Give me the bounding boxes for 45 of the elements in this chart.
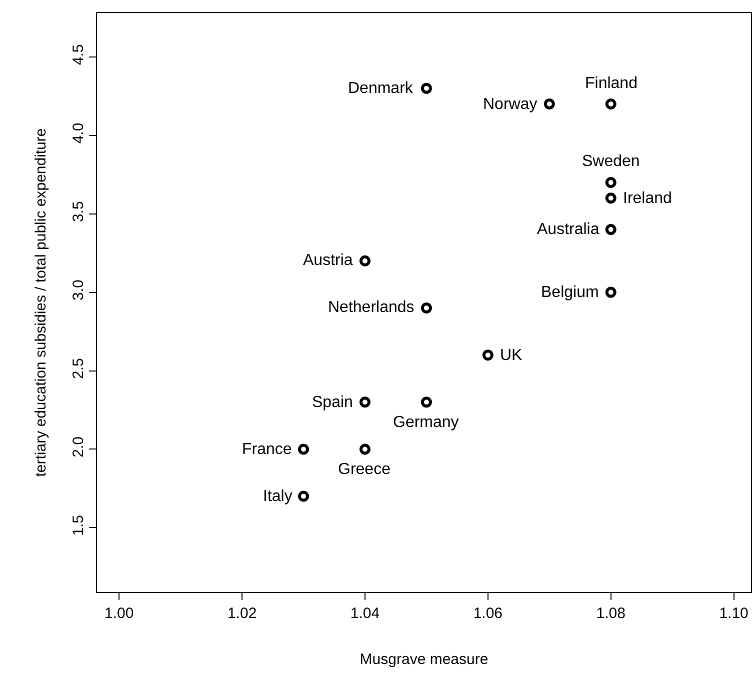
annotation: Greece: [338, 461, 391, 478]
y-tick-label: 3.0: [70, 280, 87, 300]
x-tick-label: 1.04: [350, 605, 380, 622]
y-tick-label: 1.5: [70, 514, 87, 536]
point: [359, 255, 370, 266]
point: [420, 82, 432, 94]
annotation: Sweden: [582, 153, 640, 170]
point: [605, 98, 616, 110]
point: [298, 490, 310, 502]
annotation: Austria: [303, 252, 353, 269]
annotation: Spain: [312, 394, 353, 411]
x-tick-label: 1.02: [227, 605, 257, 622]
annotation: Netherlands: [328, 299, 414, 316]
point: [420, 396, 432, 408]
annotation: Germany: [393, 414, 459, 431]
point: [605, 192, 616, 204]
annotation: Ireland: [623, 190, 672, 207]
y-tick-label: 3.5: [70, 201, 87, 222]
point: [605, 224, 616, 236]
y-tick-label: 4.5: [70, 44, 87, 66]
annotation: Norway: [483, 96, 538, 113]
x-tick-label: 1.10: [719, 605, 748, 622]
point: [359, 444, 370, 455]
point: [605, 176, 616, 188]
y-axis-title: tertiary education subsidies / total public expenditure: [32, 128, 50, 477]
annotation: UK: [500, 347, 523, 364]
point: [420, 302, 432, 314]
x-tick-label: 1.08: [596, 605, 626, 622]
annotation: France: [242, 441, 292, 458]
point: [298, 444, 310, 455]
y-tick-label: 2.5: [70, 358, 87, 379]
point: [544, 98, 555, 110]
y-tick-label: 4.0: [70, 122, 87, 144]
x-tick-label: 1.06: [473, 605, 503, 622]
point: [359, 396, 370, 408]
x-axis-title: Musgrave measure: [360, 651, 488, 668]
point: [605, 286, 616, 298]
annotation: Denmark: [348, 80, 414, 97]
annotation: Belgium: [541, 284, 599, 301]
y-tick-label: 2.0: [70, 436, 87, 458]
annotation: Australia: [537, 221, 600, 238]
annotation: Finland: [585, 75, 638, 92]
point: [482, 350, 494, 361]
x-tick-label: 1.00: [104, 605, 134, 622]
annotation: Italy: [263, 488, 292, 505]
